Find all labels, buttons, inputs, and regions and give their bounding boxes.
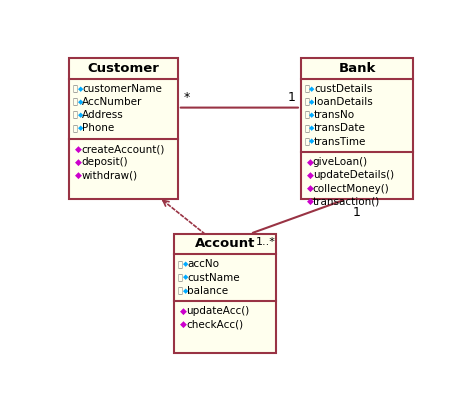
Text: updateAcc(): updateAcc(): [186, 306, 249, 317]
Text: ◆: ◆: [75, 144, 82, 153]
Text: Account: Account: [195, 237, 255, 250]
Text: ⚿: ⚿: [304, 111, 310, 120]
Text: transDate: transDate: [314, 123, 366, 133]
Text: Bank: Bank: [338, 62, 375, 75]
Text: ◆: ◆: [78, 112, 83, 118]
Text: ◆: ◆: [183, 288, 188, 294]
Text: ◆: ◆: [75, 171, 82, 180]
Text: Phone: Phone: [82, 123, 114, 133]
Text: 1: 1: [353, 206, 361, 219]
Text: ⚿: ⚿: [73, 124, 78, 133]
Text: ⚿: ⚿: [178, 273, 183, 282]
Text: transTime: transTime: [314, 137, 366, 147]
Text: ◆: ◆: [180, 307, 187, 316]
Text: ⚿: ⚿: [304, 137, 310, 146]
Bar: [174, 234, 276, 353]
Text: *: *: [183, 91, 190, 104]
Text: ◆: ◆: [78, 86, 83, 92]
Text: custName: custName: [187, 273, 240, 282]
Text: ◆: ◆: [309, 86, 315, 92]
Text: ⚿: ⚿: [73, 85, 78, 94]
Text: ⚿: ⚿: [73, 111, 78, 120]
Text: ◆: ◆: [307, 197, 313, 206]
Text: customerName: customerName: [82, 84, 162, 94]
Text: ⚿: ⚿: [304, 124, 310, 133]
Text: ◆: ◆: [309, 125, 315, 131]
Text: withdraw(): withdraw(): [81, 171, 137, 180]
Text: checkAcc(): checkAcc(): [186, 319, 243, 330]
Text: loanDetails: loanDetails: [314, 97, 373, 107]
Text: updateDetails(): updateDetails(): [313, 171, 394, 180]
Text: ◆: ◆: [183, 275, 188, 280]
Text: Customer: Customer: [88, 62, 159, 75]
Text: giveLoan(): giveLoan(): [313, 157, 368, 167]
Text: ◆: ◆: [309, 99, 315, 105]
Text: ◆: ◆: [307, 158, 313, 167]
Text: ◆: ◆: [183, 261, 188, 267]
Text: balance: balance: [187, 286, 228, 296]
Bar: [69, 58, 178, 199]
Text: ⚿: ⚿: [304, 98, 310, 107]
Text: 1: 1: [288, 91, 296, 104]
Text: ⚿: ⚿: [73, 98, 78, 107]
Text: ◆: ◆: [78, 125, 83, 131]
Text: ⚿: ⚿: [304, 85, 310, 94]
Text: ◆: ◆: [307, 171, 313, 180]
Text: ◆: ◆: [180, 320, 187, 329]
Text: custDetails: custDetails: [314, 84, 372, 94]
Bar: [301, 58, 413, 199]
Text: ⚿: ⚿: [178, 286, 183, 295]
Text: collectMoney(): collectMoney(): [313, 184, 389, 194]
Text: Address: Address: [82, 110, 124, 120]
Text: ◆: ◆: [309, 112, 315, 118]
Text: ◆: ◆: [309, 139, 315, 144]
Text: deposit(): deposit(): [81, 157, 128, 167]
Text: ◆: ◆: [75, 158, 82, 167]
Text: transaction(): transaction(): [313, 197, 380, 207]
Text: 1..*: 1..*: [255, 237, 276, 247]
Text: AccNumber: AccNumber: [82, 97, 142, 107]
Text: createAccount(): createAccount(): [81, 144, 164, 154]
Text: ◆: ◆: [307, 184, 313, 193]
Text: accNo: accNo: [187, 259, 219, 269]
Text: ◆: ◆: [78, 99, 83, 105]
Text: transNo: transNo: [314, 110, 355, 120]
Text: ⚿: ⚿: [178, 260, 183, 269]
